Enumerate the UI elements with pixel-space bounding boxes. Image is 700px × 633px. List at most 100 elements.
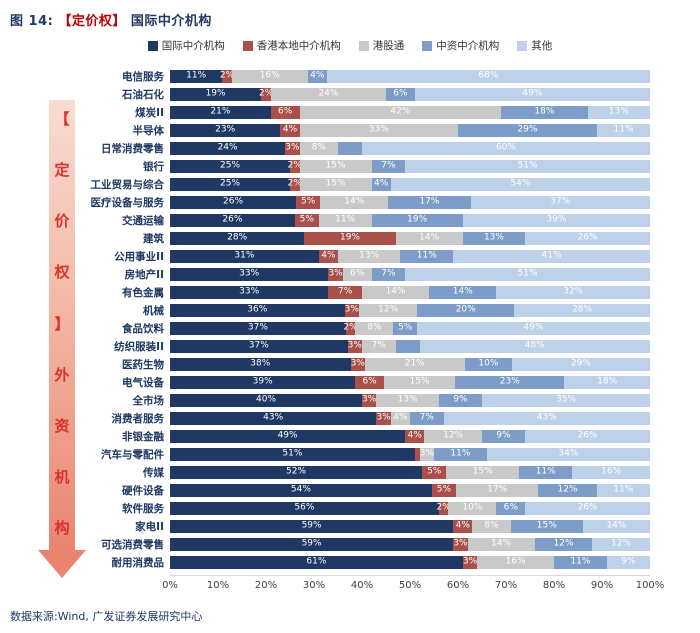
segment-chinese: 11% <box>433 447 487 461</box>
chart-row: 纺织服装II 37% 3% 7% 48% <box>84 337 650 355</box>
category-label: 消费者服务 <box>111 412 165 425</box>
segment-chinese: 6% <box>385 87 415 101</box>
segment-value: 37% <box>550 196 571 207</box>
segment-other: 32% <box>496 285 650 299</box>
segment-value: 51% <box>282 448 303 459</box>
segment-value: 17% <box>419 196 440 207</box>
segment-value: 13% <box>608 106 629 117</box>
legend-label: 其他 <box>531 40 553 52</box>
segment-value: 3% <box>344 304 359 315</box>
segment-chinese: 12% <box>538 483 597 497</box>
segment-value: 59% <box>301 538 322 549</box>
x-tick: 0% <box>162 580 178 591</box>
segment-value: 38% <box>250 358 271 369</box>
segment-value: 23% <box>215 124 236 135</box>
segment-value: 26% <box>577 232 598 243</box>
segment-value: 26% <box>223 196 244 207</box>
segment-hk-local: 4% <box>453 519 473 533</box>
segment-international: 25% <box>170 159 290 173</box>
segment-international: 56% <box>170 501 439 515</box>
segment-value: 3% <box>453 538 468 549</box>
segment-other: 68% <box>326 69 650 83</box>
legend-swatch <box>422 40 433 51</box>
segment-value: 39% <box>252 376 273 387</box>
segment-value: 56% <box>294 502 315 513</box>
category-label: 非银金融 <box>122 430 164 443</box>
category-label: 银行 <box>143 160 164 173</box>
segment-value: 35% <box>555 394 576 405</box>
legend-item-hk-local: 香港本地中介机构 <box>242 38 341 53</box>
chart-row: 传媒 52% 5% 15% 11% 16% <box>84 463 650 481</box>
chart-row: 汽车与零配件 51% 3% 11% 34% <box>84 445 650 463</box>
stacked-bar: 33% 7% 14% 14% 32% <box>170 285 650 299</box>
segment-value: 5% <box>301 196 316 207</box>
segment-other: 35% <box>481 393 650 407</box>
segment-hk-local: 3% <box>362 393 377 407</box>
x-tick: 50% <box>398 580 422 591</box>
segment-chinese: 7% <box>409 411 444 425</box>
category-label: 房地产II <box>124 268 164 281</box>
arrow-text-char: 构 <box>54 519 70 537</box>
segment-stock-connect: 15% <box>446 465 520 479</box>
segment-value: 2% <box>219 70 235 81</box>
chart-row: 建筑 28% 19% 14% 13% 26% <box>84 229 650 247</box>
segment-value: 51% <box>517 160 538 171</box>
segment-international: 54% <box>170 483 432 497</box>
segment-international: 25% <box>170 177 290 191</box>
segment-other: 13% <box>587 105 650 119</box>
segment-value: 11% <box>535 466 556 477</box>
segment-value: 15% <box>472 466 493 477</box>
x-tick: 40% <box>350 580 374 591</box>
segment-value: 40% <box>255 394 277 405</box>
segment-value: 18% <box>534 106 555 117</box>
segment-value: 19% <box>339 232 360 243</box>
segment-other: 11% <box>596 483 650 497</box>
segment-value: 60% <box>495 142 516 153</box>
chart-row: 有色金属 33% 7% 14% 14% 32% <box>84 283 650 301</box>
segment-chinese: 6% <box>496 501 526 515</box>
category-label: 医药生物 <box>122 358 164 371</box>
segment-value: 8% <box>367 322 382 333</box>
segment-value: 23% <box>499 376 520 387</box>
segment-chinese: 9% <box>438 393 482 407</box>
segment-hk-local: 4% <box>318 249 338 263</box>
category-label: 电气设备 <box>122 376 164 389</box>
arrow-text-char: 机 <box>54 467 70 486</box>
segment-international: 59% <box>170 519 454 533</box>
segment-value: 37% <box>248 340 269 351</box>
chart-row: 耐用消费品 61% 3% 16% 11% 9% <box>84 553 650 571</box>
segment-hk-local: 2% <box>288 177 302 191</box>
segment-value: 52% <box>286 466 307 477</box>
arrow-text-char: 】 <box>54 314 70 333</box>
stacked-bar: 36% 3% 12% 20% 28% <box>170 303 650 317</box>
segment-value: 2% <box>287 160 302 171</box>
segment-other: 14% <box>582 519 650 533</box>
segment-value: 54% <box>290 484 311 495</box>
segment-value: 16% <box>505 556 526 567</box>
segment-value: 4% <box>321 250 336 261</box>
segment-chinese: 13% <box>462 231 526 245</box>
segment-value: 31% <box>234 250 255 261</box>
segment-value: 6% <box>278 106 293 117</box>
segment-value: 19% <box>205 88 226 99</box>
segment-value: 15% <box>409 376 430 387</box>
chart-row: 家电II 59% 4% 8% 15% 14% <box>84 517 650 535</box>
segment-hk-local: 5% <box>431 483 457 497</box>
segment-value: 4% <box>282 124 298 135</box>
segment-value: 43% <box>536 412 557 423</box>
segment-international: 28% <box>170 231 305 245</box>
segment-other: 49% <box>414 87 650 101</box>
segment-other: 26% <box>525 429 650 443</box>
category-label: 半导体 <box>132 124 165 137</box>
segment-value: 14% <box>452 286 473 297</box>
segment-value: 5% <box>398 322 413 333</box>
segment-international: 24% <box>170 141 286 155</box>
segment-chinese: 11% <box>553 555 607 569</box>
chart-row: 医药生物 38% 3% 21% 10% 29% <box>84 355 650 373</box>
segment-international: 51% <box>170 447 415 461</box>
segment-international: 40% <box>170 393 362 407</box>
segment-hk-local: 5% <box>296 195 321 209</box>
chart-row: 电气设备 39% 6% 15% 23% 18% <box>84 373 650 391</box>
segment-value: 13% <box>483 232 504 243</box>
segment-value: 34% <box>558 448 579 459</box>
